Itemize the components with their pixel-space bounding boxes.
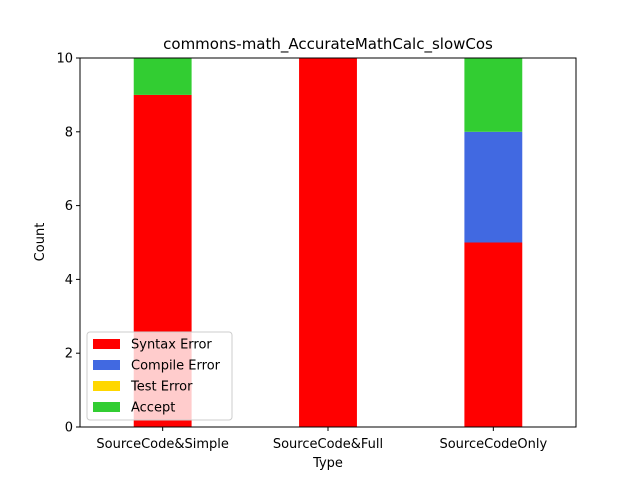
- x-axis: SourceCode&Simple SourceCode&Full SourceCo…: [96, 427, 547, 452]
- y-tick-label: 0: [65, 421, 73, 436]
- x-axis-label: Type: [312, 456, 343, 471]
- bar-segment: [464, 242, 523, 427]
- chart-title: commons-math_AccurateMathCalc_slowCos: [163, 35, 493, 54]
- y-tick-label: 2: [65, 347, 73, 362]
- bar-segment: [464, 131, 523, 243]
- legend-label: Accept: [131, 401, 175, 416]
- legend-label: Compile Error: [131, 359, 221, 374]
- legend: Syntax Error Compile Error Test Error Accep…: [86, 331, 233, 421]
- y-tick-label: 8: [65, 125, 73, 140]
- y-axis: 0 2 4 6 8 10: [56, 52, 80, 436]
- legend-swatch: [93, 339, 120, 349]
- y-tick-label: 6: [65, 199, 73, 214]
- bar-segment: [464, 58, 523, 132]
- legend-label: Syntax Error: [131, 338, 212, 353]
- y-axis-label: Count: [33, 223, 48, 262]
- legend-box: [86, 331, 233, 421]
- x-tick-label: SourceCodeOnly: [439, 437, 547, 452]
- bar-segment: [299, 58, 357, 427]
- x-tick-label: SourceCode&Simple: [96, 437, 228, 452]
- bars-group: [133, 58, 523, 428]
- x-tick-label: SourceCode&Full: [273, 437, 383, 452]
- y-tick-label: 10: [56, 52, 73, 67]
- legend-label: Test Error: [130, 380, 193, 395]
- y-tick-label: 4: [65, 273, 73, 288]
- bar-segment: [133, 58, 192, 95]
- legend-swatch: [93, 360, 120, 370]
- legend-swatch: [93, 381, 120, 391]
- legend-swatch: [93, 402, 120, 412]
